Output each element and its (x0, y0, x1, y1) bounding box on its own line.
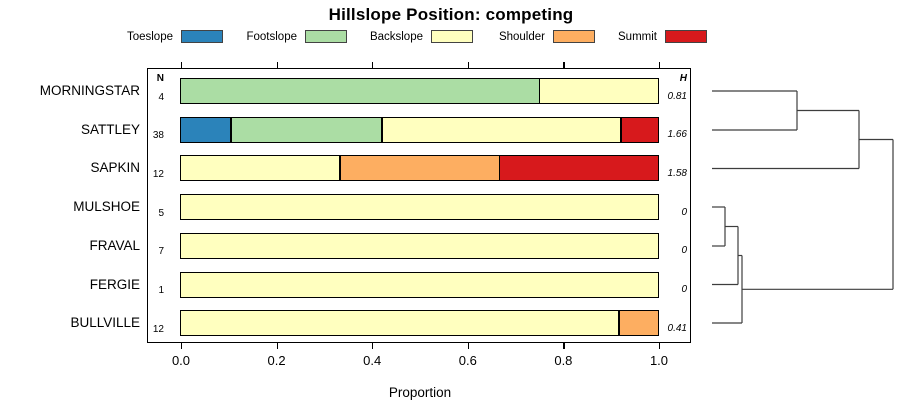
legend-label: Backslope (369, 31, 423, 43)
bar-row (180, 310, 659, 337)
axis-tick-top (659, 62, 661, 68)
bar-segment-backslope (180, 271, 659, 298)
category-label: FRAVAL (89, 237, 140, 253)
n-value: 7 (158, 246, 164, 258)
axis-tick-bottom (276, 343, 278, 349)
axis-tick-label: 0.4 (363, 353, 382, 368)
bar-segment-backslope (180, 194, 659, 221)
axis-tick-top (181, 62, 183, 68)
n-value: 12 (152, 323, 164, 335)
n-value: 5 (158, 207, 164, 219)
category-label: BULLVILLE (70, 315, 140, 331)
bar-segment-backslope (180, 155, 341, 182)
axis-tick-top (276, 62, 278, 68)
axis-tick-bottom (659, 343, 661, 349)
x-axis-label: Proportion (388, 385, 452, 400)
h-value: 0.41 (667, 322, 687, 334)
h-value: 0 (681, 206, 687, 218)
legend-swatch-shoulder (553, 30, 595, 43)
axis-tick-bottom (372, 343, 374, 349)
axis-tick-top (372, 62, 374, 68)
plot-border (147, 68, 691, 343)
bar-segment-backslope (180, 232, 659, 259)
h-value: 1.66 (667, 129, 687, 141)
category-label: FERGIE (89, 276, 140, 292)
axis-tick-label: 1.0 (649, 353, 669, 368)
axis-tick-bottom (181, 343, 183, 349)
bar-row (180, 232, 659, 259)
category-label: MULSHOE (73, 199, 140, 215)
category-label: MORNINGSTAR (39, 83, 140, 98)
h-value: 0.81 (667, 90, 687, 102)
chart-title: Hillslope Position: competing (328, 5, 574, 24)
n-value: 12 (152, 168, 164, 180)
legend-label: Summit (618, 31, 657, 43)
axis-tick-label: 0.2 (267, 353, 286, 368)
axis-tick-bottom (467, 343, 469, 349)
h-value: 0 (681, 284, 687, 295)
axis-tick-label: 0.6 (458, 353, 477, 368)
legend-swatch-summit (665, 30, 707, 43)
bar-segment-footslope (180, 78, 540, 104)
bar-row (180, 155, 659, 182)
axis-tick-label: 0.0 (171, 353, 191, 368)
axis-tick-label: 0.8 (554, 353, 573, 368)
legend-label: Toeslope (126, 31, 173, 43)
bar-row (180, 271, 659, 298)
legend-swatch-footslope (305, 30, 347, 43)
bar-segment-shoulder (339, 155, 500, 182)
legend-swatch-backslope (431, 30, 473, 43)
n-value: 4 (158, 91, 164, 103)
category-label: SAPKIN (90, 160, 140, 176)
bar-segment-summit (499, 155, 659, 182)
h-value: 0 (681, 245, 687, 257)
n-value: 38 (152, 130, 164, 142)
axis-tick-bottom (563, 343, 565, 349)
bar-row (180, 116, 659, 143)
bar-segment-shoulder (618, 310, 659, 337)
n-column-header: N (156, 73, 164, 84)
legend: Toeslope Footslope Backslope Shoulder Summit (0, 0, 900, 50)
h-value: 1.58 (667, 167, 687, 179)
bar-row (180, 78, 659, 104)
bar-segment-toeslope (180, 116, 232, 143)
n-value: 1 (158, 285, 164, 296)
category-label: SATTLEY (80, 121, 140, 137)
bar-segment-backslope (538, 78, 659, 104)
axis-tick-top (467, 62, 469, 68)
legend-swatch-toeslope (181, 30, 223, 43)
bar-segment-backslope (180, 310, 620, 337)
bar-segment-summit (620, 116, 659, 143)
bar-segment-footslope (230, 116, 383, 143)
legend-label: Footslope (246, 31, 297, 43)
bar-row (180, 194, 659, 221)
bar-segment-backslope (381, 116, 622, 143)
h-column-header: H (679, 73, 687, 84)
legend-label: Shoulder (498, 31, 545, 43)
axis-tick-top (563, 62, 565, 68)
